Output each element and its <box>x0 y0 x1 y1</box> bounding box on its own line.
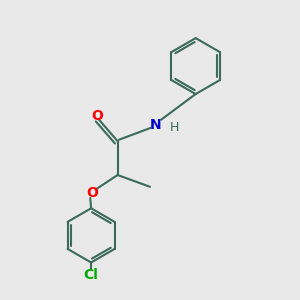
Text: O: O <box>87 186 98 200</box>
Text: H: H <box>169 121 179 134</box>
Text: Cl: Cl <box>84 268 98 282</box>
Text: O: O <box>91 109 103 123</box>
Text: N: N <box>150 118 162 132</box>
